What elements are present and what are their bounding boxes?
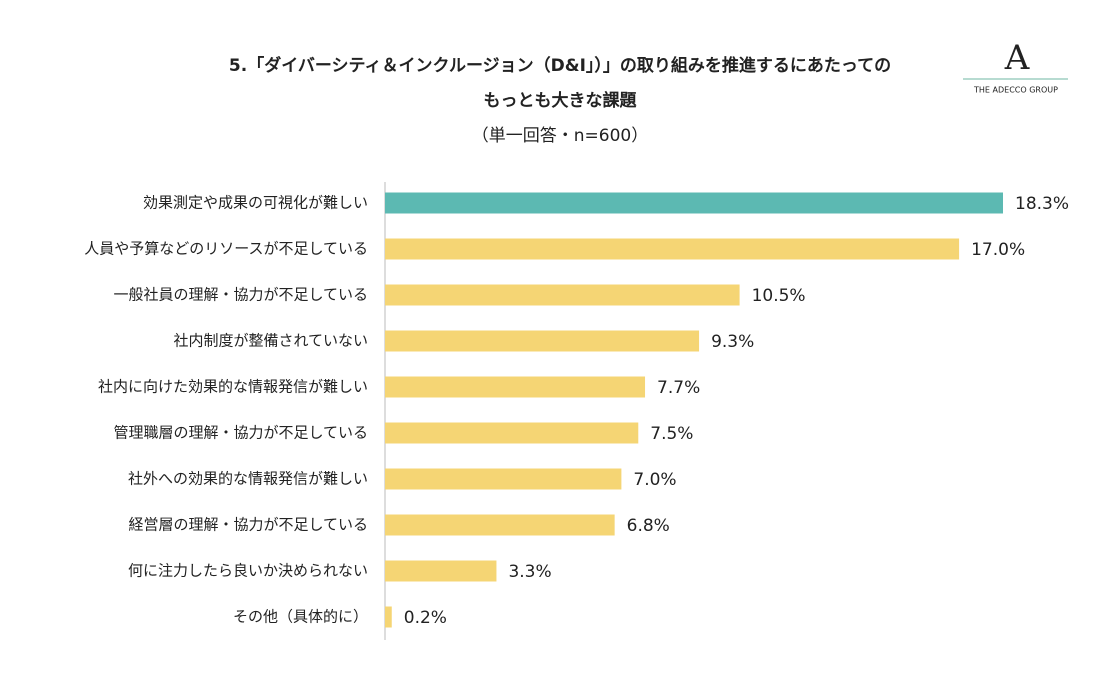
bar bbox=[385, 606, 392, 628]
value-label: 10.5% bbox=[752, 286, 806, 306]
category-label: 社外への効果的な情報発信が難しい bbox=[128, 470, 368, 488]
category-label: その他（具体的に） bbox=[233, 608, 368, 626]
bar bbox=[385, 514, 615, 536]
value-label: 6.8% bbox=[627, 516, 670, 536]
chart-title-line2: もっとも大きな課題 bbox=[484, 90, 638, 111]
bar bbox=[385, 376, 646, 398]
bar bbox=[385, 560, 497, 582]
value-label: 7.5% bbox=[650, 424, 693, 444]
value-label: 9.3% bbox=[711, 332, 754, 352]
logo-text: THE ADECCO GROUP bbox=[973, 86, 1058, 95]
chart-title: 5.「ダイバーシティ＆インクルージョン（D&I」）」の取り組みを推進するにあたっ… bbox=[229, 55, 891, 76]
value-label: 7.0% bbox=[633, 470, 676, 490]
category-label: 一般社員の理解・協力が不足している bbox=[113, 286, 368, 304]
category-label: 何に注力したら良いか決められない bbox=[128, 562, 368, 580]
value-label: 0.2% bbox=[404, 608, 447, 628]
bar bbox=[385, 238, 960, 260]
value-label: 7.7% bbox=[657, 378, 700, 398]
value-label: 17.0% bbox=[971, 240, 1025, 260]
category-label: 効果測定や成果の可視化が難しい bbox=[143, 194, 368, 212]
chart-subtitle: （単一回答・n=600） bbox=[472, 126, 648, 146]
bar bbox=[385, 422, 639, 444]
bar bbox=[385, 192, 1003, 214]
logo-mark: A bbox=[1004, 38, 1030, 78]
value-label: 3.3% bbox=[508, 562, 551, 582]
category-label: 社内に向けた効果的な情報発信が難しい bbox=[98, 378, 368, 396]
category-label: 経営層の理解・協力が不足している bbox=[128, 516, 368, 534]
bar bbox=[385, 330, 700, 352]
category-label: 人員や予算などのリソースが不足している bbox=[84, 240, 368, 258]
value-label: 18.3% bbox=[1015, 194, 1069, 214]
category-label: 社内制度が整備されていない bbox=[173, 332, 368, 350]
bar bbox=[385, 468, 622, 490]
bar bbox=[385, 284, 740, 306]
category-label: 管理職層の理解・協力が不足している bbox=[113, 424, 368, 442]
